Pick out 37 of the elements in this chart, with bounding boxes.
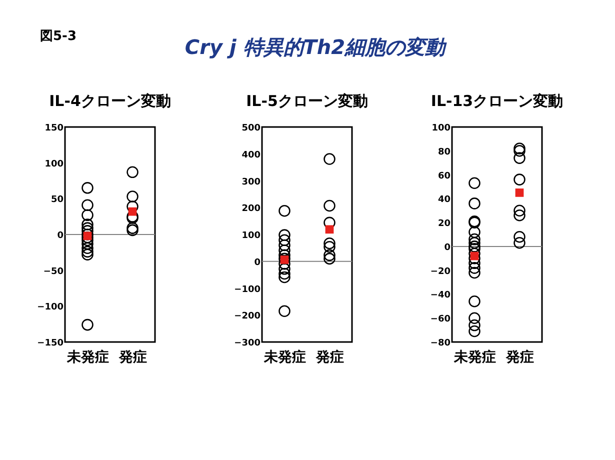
y-tick-label: −40 bbox=[430, 290, 450, 301]
y-tick-label: −100 bbox=[37, 302, 64, 313]
chart-subtitle: IL-5クローン変動 bbox=[246, 92, 368, 110]
text: Cry j 特異的Th2細胞の変動 bbox=[184, 35, 448, 59]
caption: 図5-3 bbox=[40, 29, 76, 44]
y-tick-label: −200 bbox=[234, 312, 260, 322]
y-tick-label: 50 bbox=[50, 195, 64, 206]
y-tick-label: 80 bbox=[438, 147, 450, 158]
x-tick-label: 発症 bbox=[315, 348, 344, 366]
x-tick-label: 未発症 bbox=[453, 348, 496, 366]
y-tick-label: −80 bbox=[430, 338, 450, 348]
x-tick-label: 発症 bbox=[118, 348, 147, 366]
y-tick-label: 500 bbox=[242, 124, 260, 134]
chart-subtitle: IL-13クローン変動 bbox=[430, 92, 564, 110]
chart-subtitle: IL-4クローン変動 bbox=[49, 92, 171, 110]
y-tick-label: 40 bbox=[438, 195, 450, 206]
y-tick-label: 20 bbox=[438, 219, 450, 230]
y-tick-label: 60 bbox=[438, 171, 450, 182]
y-tick-label: 0 bbox=[57, 231, 64, 241]
y-tick-label: −100 bbox=[234, 284, 260, 295]
x-tick-label: 発症 bbox=[505, 348, 534, 366]
y-tick-label: −50 bbox=[43, 266, 64, 277]
y-tick-label: −300 bbox=[234, 338, 260, 348]
y-tick-label: 150 bbox=[44, 124, 64, 134]
y-tick-label: −150 bbox=[37, 338, 64, 348]
x-tick-label: 未発症 bbox=[263, 348, 306, 366]
y-tick-label: 0 bbox=[254, 258, 260, 268]
y-tick-label: −60 bbox=[430, 314, 450, 325]
y-tick-label: 200 bbox=[242, 204, 260, 214]
y-tick-label: 0 bbox=[444, 242, 450, 253]
y-tick-label: 300 bbox=[242, 177, 260, 188]
y-tick-label: −20 bbox=[430, 266, 450, 277]
y-tick-label: 100 bbox=[242, 231, 260, 241]
y-tick-label: 400 bbox=[242, 150, 260, 160]
x-tick-label: 未発症 bbox=[66, 348, 109, 366]
y-tick-label: 100 bbox=[44, 159, 64, 170]
y-tick-label: 100 bbox=[432, 124, 450, 134]
